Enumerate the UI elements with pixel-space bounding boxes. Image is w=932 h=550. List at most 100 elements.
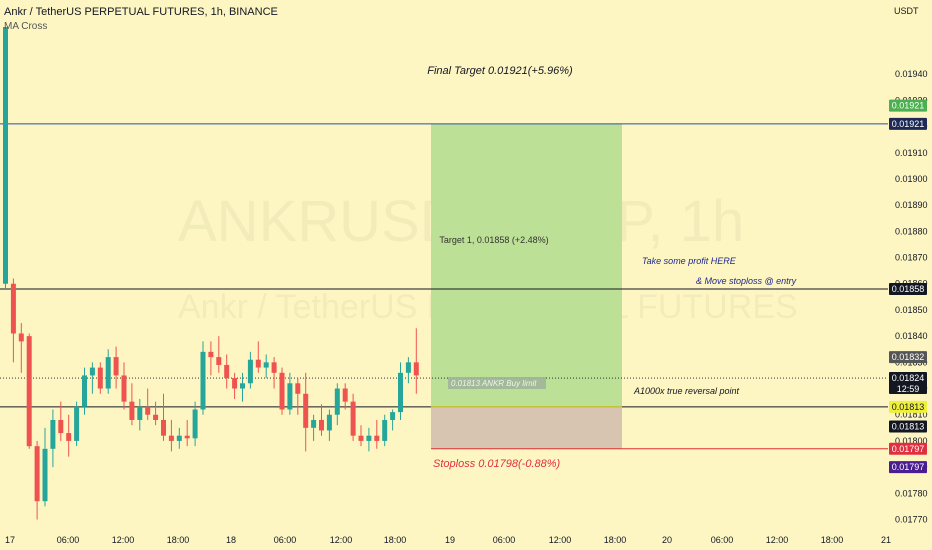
candle[interactable]: [334, 388, 340, 415]
candle[interactable]: [255, 359, 261, 368]
price-tag: [889, 372, 927, 395]
y-tick-label: 0.01890: [895, 200, 928, 210]
x-tick-label: 06:00: [57, 535, 80, 545]
candle[interactable]: [153, 414, 159, 420]
candle[interactable]: [3, 27, 8, 284]
y-tick-label: 0.01770: [895, 515, 928, 525]
buy-limit-label: 0.01813 ANKR Buy limit: [451, 379, 537, 388]
candle[interactable]: [232, 378, 238, 389]
candle[interactable]: [168, 435, 174, 441]
candle[interactable]: [10, 283, 16, 334]
reversal-note: A1000x true reversal point: [633, 386, 740, 396]
y-tick-label: 0.01850: [895, 305, 928, 315]
candle[interactable]: [224, 364, 230, 379]
candle[interactable]: [405, 362, 411, 373]
candle[interactable]: [50, 419, 56, 449]
candle[interactable]: [326, 414, 332, 431]
candle[interactable]: [319, 419, 324, 431]
candle[interactable]: [279, 372, 285, 410]
candle[interactable]: [42, 448, 48, 502]
x-tick-label: 06:00: [711, 535, 734, 545]
candle[interactable]: [129, 401, 135, 420]
candle[interactable]: [184, 435, 190, 439]
x-tick-label: 18:00: [821, 535, 844, 545]
y-tick-label: 0.01780: [895, 488, 928, 498]
candle[interactable]: [97, 367, 103, 389]
x-tick-label: 12:00: [330, 535, 353, 545]
candle[interactable]: [161, 419, 166, 436]
candle[interactable]: [82, 375, 87, 407]
y-tick-label: 0.01880: [895, 226, 928, 236]
candle[interactable]: [263, 362, 269, 368]
x-tick-label: 18:00: [604, 535, 627, 545]
stop-zone[interactable]: [431, 406, 622, 449]
candle[interactable]: [342, 388, 348, 402]
candle[interactable]: [358, 435, 364, 441]
currency-label: USDT: [894, 6, 919, 16]
y-tick-label: 0.01810: [895, 410, 928, 420]
y-tick-label: 0.01940: [895, 69, 928, 79]
candle[interactable]: [295, 383, 301, 394]
x-tick-label: 18:00: [384, 535, 407, 545]
price-tag-label: 0.01858: [892, 284, 925, 294]
move-stop-note: & Move stoploss @ entry: [696, 276, 797, 286]
price-tag: [889, 99, 927, 112]
x-tick-label: 17: [5, 535, 15, 545]
candle[interactable]: [382, 419, 388, 441]
candle[interactable]: [303, 393, 309, 428]
final-target-label: Final Target 0.01921(+5.96%): [427, 65, 573, 77]
candle[interactable]: [176, 435, 182, 441]
candle[interactable]: [192, 409, 198, 439]
candle[interactable]: [113, 357, 119, 376]
x-tick-label: 12:00: [112, 535, 135, 545]
x-tick-label: 18: [226, 535, 236, 545]
candle[interactable]: [18, 333, 24, 342]
y-tick-label: 0.01900: [895, 174, 928, 184]
target-zone[interactable]: [431, 123, 622, 407]
candle[interactable]: [366, 435, 372, 441]
y-tick-label: 0.01910: [895, 148, 928, 158]
x-tick-label: 20: [662, 535, 672, 545]
candle[interactable]: [374, 435, 380, 441]
candle[interactable]: [240, 383, 245, 389]
candle[interactable]: [137, 406, 143, 420]
price-tag-label: 0.01832: [892, 352, 925, 362]
candle[interactable]: [216, 357, 222, 365]
candle[interactable]: [200, 351, 206, 410]
candle[interactable]: [247, 359, 253, 384]
price-tag-label: 0.01813: [892, 402, 925, 412]
price-tag-label: 0.01797: [892, 462, 925, 472]
candle[interactable]: [390, 412, 396, 420]
candle[interactable]: [311, 419, 317, 428]
candle[interactable]: [66, 433, 72, 441]
price-tag: [889, 461, 927, 474]
candle[interactable]: [121, 375, 127, 402]
indicator-label[interactable]: MA Cross: [4, 21, 48, 32]
candle[interactable]: [398, 372, 403, 413]
candle[interactable]: [145, 406, 151, 415]
price-tag-label: 0.01824: [892, 373, 925, 383]
candle[interactable]: [271, 362, 277, 373]
candle[interactable]: [26, 336, 32, 447]
candle[interactable]: [74, 406, 80, 441]
x-tick-label: 19: [445, 535, 455, 545]
price-tag-label: 0.01797: [892, 444, 925, 454]
candle[interactable]: [287, 383, 293, 410]
price-tag-label: 0.01921: [892, 119, 925, 129]
stoploss-label: Stoploss 0.01798(-0.88%): [433, 458, 561, 470]
price-tag: [889, 351, 927, 364]
candle[interactable]: [208, 351, 214, 358]
y-tick-label: 0.01840: [895, 331, 928, 341]
candle[interactable]: [58, 419, 64, 434]
candle[interactable]: [413, 362, 419, 376]
y-tick-label: 0.01800: [895, 436, 928, 446]
candle[interactable]: [89, 367, 95, 376]
symbol-title: Ankr / TetherUS PERPETUAL FUTURES, 1h, B…: [4, 6, 278, 18]
candle[interactable]: [34, 446, 40, 502]
candle[interactable]: [105, 357, 111, 389]
y-tick-label: 0.01870: [895, 253, 928, 263]
candle[interactable]: [350, 401, 356, 436]
price-tag: [889, 442, 927, 455]
